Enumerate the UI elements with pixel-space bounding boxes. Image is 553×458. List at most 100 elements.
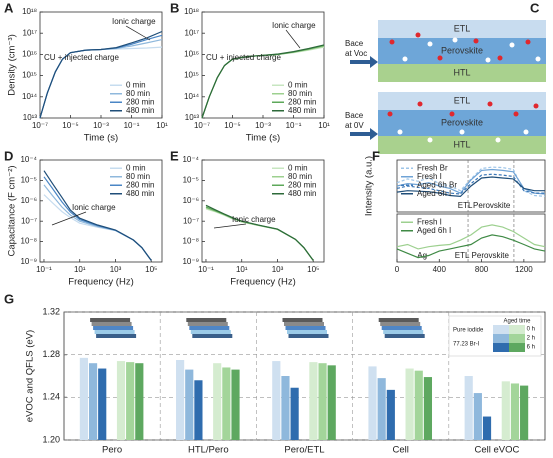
device-icon-layer xyxy=(284,322,324,326)
legend-label: 280 min xyxy=(288,97,316,106)
x-tick-label: 1200 xyxy=(515,265,533,274)
panel-label: C xyxy=(530,0,540,15)
bar xyxy=(405,368,414,440)
x-tick-label: 10⁻⁷ xyxy=(194,121,210,130)
layer-label: HTL xyxy=(453,139,470,149)
legend-label: 0 min xyxy=(126,163,146,172)
x-tick-label: HTL/Pero xyxy=(188,445,229,456)
y-tick-label: 10¹⁷ xyxy=(185,28,200,37)
device-icon-layer xyxy=(93,326,134,330)
legend-swatch xyxy=(493,334,509,343)
y-tick-label: 10⁻⁶ xyxy=(183,196,199,205)
bias-label: at Voc xyxy=(345,49,367,58)
device-icon-layer xyxy=(384,334,425,338)
y-tick-label: 10⁻⁹ xyxy=(20,257,37,266)
cations xyxy=(387,101,539,117)
y-tick-label: 10⁻⁹ xyxy=(182,257,199,266)
layer-label: ETL xyxy=(454,23,471,33)
device-icon-layer xyxy=(381,326,422,330)
bar xyxy=(88,363,98,440)
annotation: CU + injected charge xyxy=(206,53,281,62)
htl-layer xyxy=(378,136,546,154)
bar xyxy=(318,363,327,440)
legend-row-label: 0 h xyxy=(527,327,535,333)
series-line xyxy=(396,224,546,250)
device-icon-layer xyxy=(96,334,137,338)
panel-label: A xyxy=(4,0,14,15)
y-tick-label: 10⁻⁷ xyxy=(21,216,37,225)
annotation: Ionic charge xyxy=(112,17,156,26)
bar xyxy=(272,361,281,440)
x-tick-label: 10¹ xyxy=(156,121,168,130)
diagram-c: C ETL Perovskite HTL Bace at Voc ETL Per… xyxy=(345,0,546,154)
y-tick-label: 10¹⁸ xyxy=(184,7,199,16)
series-line xyxy=(396,168,546,195)
bar xyxy=(464,376,473,440)
legend-label: 280 min xyxy=(126,180,154,189)
legend-swatch xyxy=(509,325,525,334)
y-tick-label: 10⁻⁷ xyxy=(183,216,199,225)
legend-label: Aged 6h I xyxy=(417,189,451,198)
legend-label: 480 min xyxy=(126,106,154,115)
legend-label: Fresh Br xyxy=(417,163,448,172)
device-icon-layer xyxy=(288,334,329,338)
x-tick-label: 10⁻⁵ xyxy=(62,121,78,130)
legend-row-label: 6 h xyxy=(527,345,535,351)
bias-label: Bace xyxy=(345,39,364,48)
bar xyxy=(185,369,194,440)
panel-label: G xyxy=(4,291,14,306)
x-tick-label: 10⁻¹ xyxy=(36,265,52,274)
bar xyxy=(281,376,290,440)
bar xyxy=(386,389,395,440)
x-axis-label: Time (s) xyxy=(246,133,280,144)
legend-column-label: Pure iodide xyxy=(453,328,484,334)
legend-label: Fresh I xyxy=(417,217,442,226)
device-icon-layer xyxy=(190,330,231,334)
device-icon-layer xyxy=(94,330,135,334)
x-tick-label: 10¹ xyxy=(318,121,330,130)
anions xyxy=(397,129,529,143)
x-tick-label: Cell eVOC xyxy=(474,445,519,456)
x-tick-label: 10⁻⁷ xyxy=(32,121,48,130)
cations xyxy=(389,32,531,61)
y-tick-label: 10⁻⁵ xyxy=(21,176,37,185)
device-icon-layer xyxy=(380,322,421,326)
legend-label: 480 min xyxy=(288,189,316,198)
legend-row-label: 2 h xyxy=(527,336,535,342)
y-tick-label: 10⁻⁸ xyxy=(21,237,38,246)
y-tick-label: 10⁻⁴ xyxy=(20,155,37,164)
y-tick-label: 10¹⁷ xyxy=(23,28,38,37)
x-tick-label: Pero/ETL xyxy=(284,445,324,456)
legend-label: 0 min xyxy=(288,80,308,89)
region-label: Perovskite xyxy=(473,201,511,210)
bar xyxy=(126,362,135,440)
y-tick-label: 10⁻⁵ xyxy=(183,176,199,185)
legend-label: 480 min xyxy=(288,106,316,115)
annotation-arrow xyxy=(125,25,151,41)
legend-title: Aged time xyxy=(503,319,531,325)
y-tick-label: 10¹⁸ xyxy=(22,7,37,16)
y-tick-label: 10⁻⁴ xyxy=(182,155,199,164)
panel-label: F xyxy=(372,148,380,163)
legend-label: Fresh I xyxy=(417,172,442,181)
legend-swatch xyxy=(509,334,525,343)
x-tick-label: 10⁵ xyxy=(145,265,157,274)
x-tick-label: 400 xyxy=(433,265,447,274)
bar xyxy=(473,393,482,440)
device-icon-layer xyxy=(282,318,323,322)
annotation: Ionic charge xyxy=(232,215,276,224)
legend-label: 80 min xyxy=(288,89,312,98)
x-tick-label: 10³ xyxy=(110,265,122,274)
x-tick-label: 10⁻¹ xyxy=(124,121,140,130)
x-tick-label: 0 xyxy=(395,265,400,274)
y-tick-label: 10¹⁴ xyxy=(22,92,38,101)
x-tick-label: 10⁻³ xyxy=(255,121,271,130)
region-label: Ag xyxy=(417,251,427,260)
x-tick-label: 10³ xyxy=(272,265,284,274)
arrow xyxy=(350,128,378,140)
y-tick-label: 1.24 xyxy=(42,392,60,402)
htl-layer xyxy=(378,64,546,82)
bar xyxy=(368,366,377,440)
y-tick-label: 10¹³ xyxy=(185,113,200,122)
legend-label: 280 min xyxy=(288,180,316,189)
